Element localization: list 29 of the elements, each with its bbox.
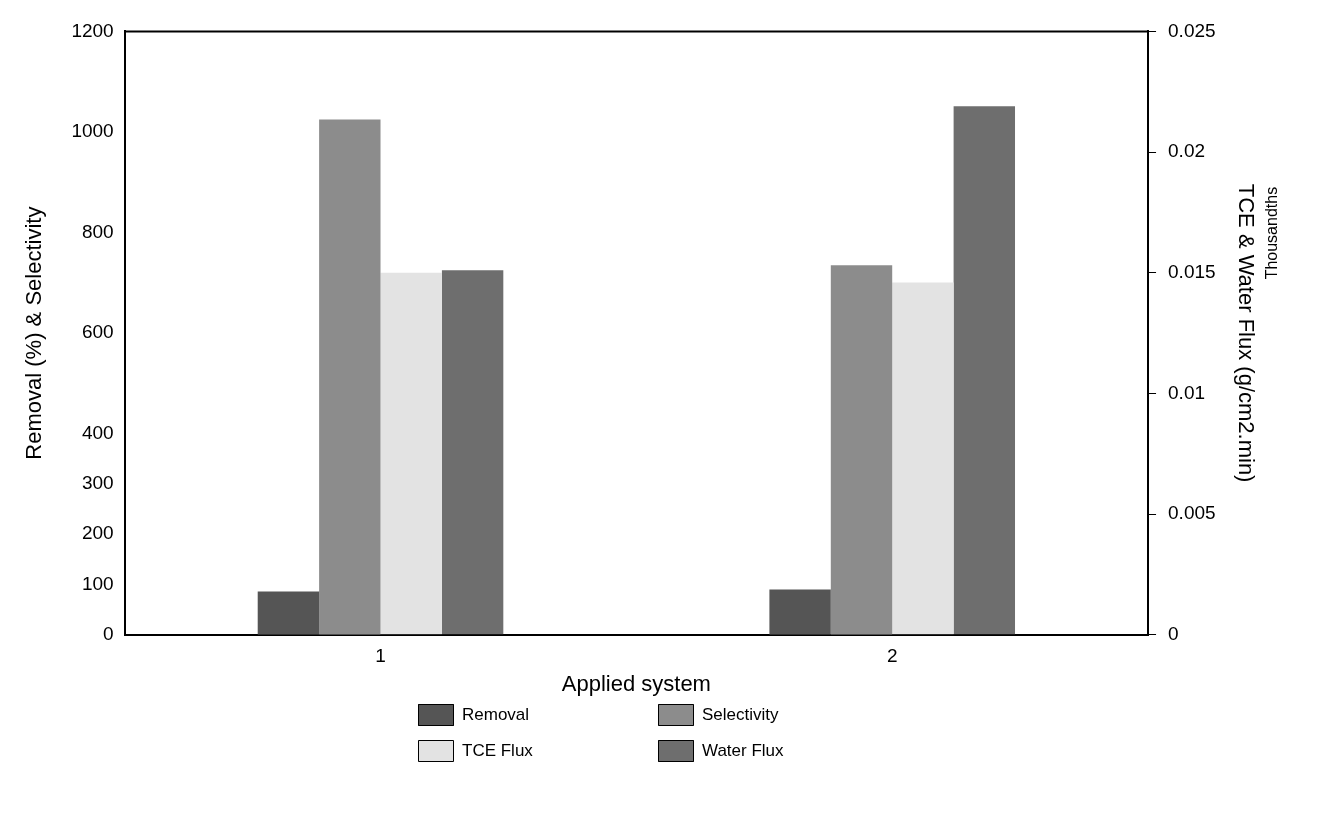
legend-label: Selectivity [702, 705, 779, 725]
x-tick-label: 1 [375, 645, 386, 667]
bar [441, 270, 504, 635]
x-tick-label: 2 [886, 645, 898, 667]
y2-axis-title: TCE & Water Flux (g/cm2.min) [1233, 183, 1259, 483]
y-tick-label: 200 [81, 522, 114, 544]
y-axis-title: Removal (%) & Selectivity [21, 206, 47, 460]
y-tick-label: 1000 [71, 120, 114, 142]
bar [953, 106, 1016, 635]
bar [769, 589, 831, 635]
y-tick-label: 300 [81, 472, 114, 494]
y-tick-label: 400 [81, 421, 114, 443]
y2-tick-label: 0.02 [1168, 140, 1206, 162]
legend-label: Removal [462, 705, 530, 725]
y2-tick-label: 0.025 [1168, 19, 1216, 41]
y-tick-label: 800 [81, 220, 114, 242]
y2-tick-label: 0.005 [1168, 502, 1216, 524]
y-tick-label: 0 [103, 623, 114, 645]
y2-tick-label: 0 [1168, 623, 1179, 645]
legend-label: Water Flux [702, 741, 784, 761]
legend-label: TCE Flux [462, 741, 533, 761]
y-tick-label: 600 [81, 321, 114, 343]
y2-tick-label: 0.01 [1168, 381, 1206, 403]
text: Thousandths [1263, 186, 1281, 280]
y-tick-label: 1200 [71, 19, 114, 41]
bar [257, 591, 320, 635]
y2-tick-label: 0.015 [1168, 260, 1216, 282]
y-tick-label: 100 [81, 572, 114, 594]
x-axis-title: Applied system [561, 670, 711, 696]
